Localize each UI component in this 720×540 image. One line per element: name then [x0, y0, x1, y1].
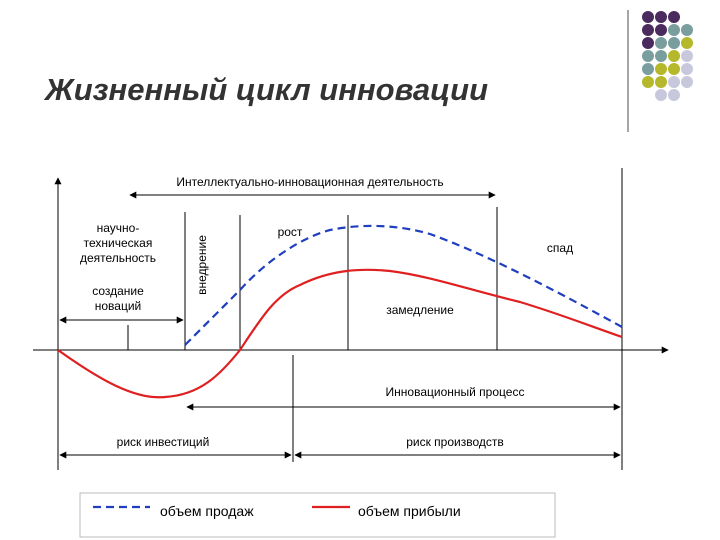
creation-line: новаций: [95, 299, 142, 313]
legend: объем продаж объем прибыли: [79, 492, 556, 538]
slide-title: Жизненный цикл инновации: [43, 72, 488, 107]
sales-curve: [184, 224, 623, 346]
axes-and-guides: [33, 168, 669, 470]
slowdown-label: замедление: [386, 303, 454, 317]
introduction-label: внедрение: [195, 235, 209, 295]
process-label: Инновационный процесс: [386, 385, 525, 399]
profit-curve: [57, 268, 623, 399]
research-line: научно-: [97, 221, 140, 235]
investment-risk-label: риск инвестиций: [117, 435, 210, 449]
labels: Интеллектуально-инновационная деятельнос…: [80, 175, 573, 449]
legend-sales: объем продаж: [160, 503, 254, 519]
research-line: деятельность: [80, 251, 156, 265]
decor-dots: [627, 10, 693, 132]
growth-label: рост: [278, 225, 303, 239]
top-span-label: Интеллектуально-инновационная деятельнос…: [176, 175, 443, 189]
production-risk-label: риск производств: [406, 435, 504, 449]
research-line: техническая: [84, 236, 153, 250]
creation-line: создание: [92, 284, 144, 298]
legend-profit: объем прибыли: [358, 503, 461, 519]
decline-label: спад: [547, 241, 573, 255]
